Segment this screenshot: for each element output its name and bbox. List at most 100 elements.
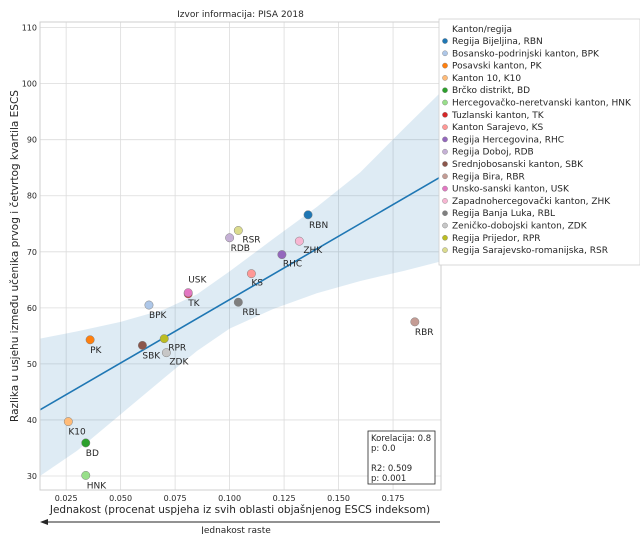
legend-marker-zhk bbox=[442, 198, 448, 204]
point-label-pk: PK bbox=[90, 346, 102, 356]
y-tick-label: 70 bbox=[27, 248, 37, 257]
y-tick-label: 100 bbox=[22, 80, 37, 89]
x-tick-label: 0.125 bbox=[273, 494, 296, 503]
arrow-label: Jednakost raste bbox=[200, 526, 271, 534]
point-label-rpr: RPR bbox=[168, 344, 186, 354]
legend-entry-rbl: Regija Banja Luka, RBL bbox=[452, 209, 555, 219]
x-tick-label: 0.150 bbox=[327, 494, 350, 503]
data-point-bpk bbox=[144, 300, 154, 310]
point-label-rsr: RSR bbox=[242, 235, 260, 245]
chart-title: Izvor informacija: PISA 2018 bbox=[177, 10, 304, 20]
plot-area bbox=[40, 22, 441, 490]
y-tick-label: 60 bbox=[27, 304, 37, 313]
legend-marker-k10 bbox=[442, 75, 448, 81]
point-label-bd: BD bbox=[86, 449, 99, 459]
point-label-ks: KS bbox=[251, 279, 263, 289]
point-label-rbr: RBR bbox=[415, 328, 434, 338]
legend-entry-rdb: Regija Doboj, RDB bbox=[452, 148, 534, 158]
data-point-rbn bbox=[303, 210, 313, 220]
legend-marker-rbn bbox=[442, 38, 448, 44]
stats-line: p: 0.001 bbox=[371, 474, 406, 484]
x-axis-label: Jednakost (procenat uspjeha iz svih obla… bbox=[49, 504, 430, 516]
legend-marker-tk bbox=[442, 112, 448, 118]
legend-marker-ks bbox=[442, 124, 448, 130]
y-axis-label: Razlika u usjehu između učenika prvog i … bbox=[9, 90, 21, 422]
point-label-rbl: RBL bbox=[242, 308, 259, 318]
x-tick-label: 0.050 bbox=[109, 494, 132, 503]
legend-entry-rsr: Regija Sarajevsko-romanijska, RSR bbox=[452, 246, 608, 256]
data-point-rbl bbox=[233, 297, 243, 307]
legend-marker-rhc bbox=[442, 136, 448, 143]
legend-entry-sbk: Srednjobosanski kanton, SBK bbox=[452, 160, 584, 170]
legend-entry-rpr: Regija Prijedor, RPR bbox=[452, 234, 541, 244]
data-point-rsr bbox=[233, 226, 243, 235]
legend-entry-rbn: Regija Bijeljina, RBN bbox=[452, 37, 543, 47]
x-tick-label: 0.175 bbox=[382, 494, 405, 503]
y-tick-label: 40 bbox=[27, 416, 37, 425]
legend-title: Kanton/regija bbox=[452, 25, 512, 35]
stats-line: p: 0.0 bbox=[371, 444, 395, 454]
legend-marker-zdk bbox=[442, 222, 448, 229]
data-point-usk bbox=[183, 288, 193, 298]
point-label-rhc: RHC bbox=[283, 260, 302, 270]
x-tick-label: 0.100 bbox=[218, 494, 241, 503]
regression-line bbox=[39, 176, 442, 411]
y-tick-label: 30 bbox=[27, 472, 37, 481]
data-point-sbk bbox=[137, 340, 147, 350]
legend-marker-rdb bbox=[442, 148, 448, 155]
point-label-usk: USK bbox=[188, 276, 207, 286]
point-label-rbn: RBN bbox=[309, 221, 328, 231]
legend-marker-bpk bbox=[442, 50, 448, 57]
legend-marker-usk bbox=[442, 185, 448, 192]
legend-marker-hnk bbox=[442, 99, 448, 106]
data-point-zhk bbox=[294, 236, 304, 246]
data-point-zdk bbox=[161, 348, 171, 358]
data-point-pk bbox=[85, 335, 95, 345]
legend-entry-bd: Brčko distrikt, BD bbox=[452, 85, 530, 96]
legend-marker-pk bbox=[442, 62, 448, 69]
point-label-bpk: BPK bbox=[149, 311, 168, 321]
data-point-k10 bbox=[63, 417, 73, 427]
point-label-zhk: ZHK bbox=[303, 246, 323, 256]
legend-marker-sbk bbox=[442, 161, 448, 167]
legend-entry-rbr: Regija Bira, RBR bbox=[452, 172, 525, 182]
legend-entry-ks: Kanton Sarajevo, KS bbox=[452, 123, 544, 133]
legend-marker-rsr bbox=[442, 247, 448, 253]
stats-line: R2: 0.509 bbox=[371, 464, 412, 474]
legend-entry-bpk: Bosansko-podrinjski kanton, BPK bbox=[452, 49, 600, 59]
data-point-hnk bbox=[81, 470, 91, 480]
legend-entry-k10: Kanton 10, K10 bbox=[452, 74, 521, 84]
point-label-tk: TK bbox=[187, 299, 200, 309]
point-label-rdb: RDB bbox=[231, 244, 250, 254]
stats-box bbox=[367, 430, 436, 485]
legend-entry-hnk: Hercegovačko-neretvanski kanton, HNK bbox=[452, 98, 632, 109]
legend-marker-rbr bbox=[442, 173, 448, 180]
data-point-bd bbox=[81, 438, 91, 448]
legend-entry-tk: Tuzlanski kanton, TK bbox=[451, 111, 545, 121]
data-point-rbr bbox=[410, 317, 420, 327]
point-label-k10: K10 bbox=[68, 428, 86, 438]
legend-entry-pk: Posavski kanton, PK bbox=[452, 62, 543, 72]
x-tick-label: 0.025 bbox=[55, 494, 78, 503]
y-tick-label: 80 bbox=[27, 192, 37, 201]
legend-marker-bd bbox=[442, 87, 448, 93]
x-tick-label: 0.075 bbox=[164, 494, 187, 503]
data-point-rhc bbox=[277, 250, 287, 260]
legend-marker-rpr bbox=[442, 234, 448, 241]
point-label-sbk: SBK bbox=[142, 351, 161, 361]
stats-line: Korelacija: 0.8 bbox=[371, 434, 431, 444]
legend-marker-rbl bbox=[442, 210, 448, 216]
legend-entry-usk: Unsko-sanski kanton, USK bbox=[452, 185, 570, 195]
point-label-hnk: HNK bbox=[87, 481, 108, 491]
data-point-rpr bbox=[159, 334, 169, 344]
legend-entry-zdk: Zeničko-dobojski kanton, ZDK bbox=[452, 221, 588, 232]
confidence-band bbox=[40, 92, 441, 476]
y-tick-label: 110 bbox=[22, 24, 37, 33]
y-tick-label: 50 bbox=[27, 360, 37, 369]
legend-entry-zhk: Zapadnohercegovački kanton, ZHK bbox=[452, 196, 611, 207]
direction-arrowhead bbox=[40, 519, 48, 525]
point-label-zdk: ZDK bbox=[169, 358, 189, 368]
data-point-rdb bbox=[225, 233, 235, 243]
legend-entry-rhc: Regija Hercegovina, RHC bbox=[452, 135, 564, 145]
